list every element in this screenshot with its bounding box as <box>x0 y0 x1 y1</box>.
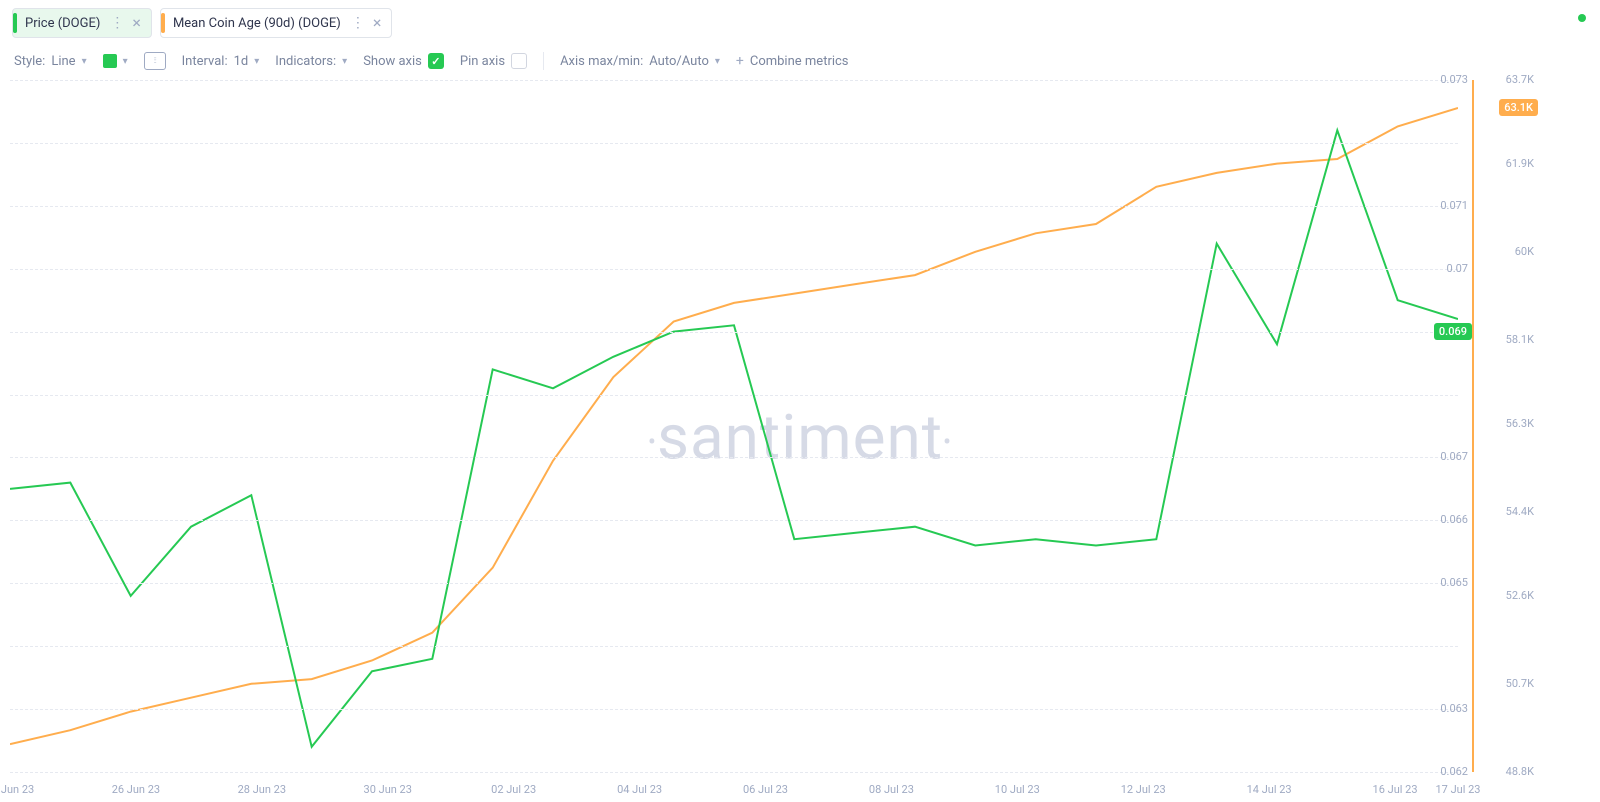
combine-label: Combine metrics <box>750 54 849 69</box>
plus-icon: + <box>736 53 744 69</box>
pin-axis-toggle[interactable]: Pin axis <box>460 53 527 69</box>
right-axis-line <box>1472 80 1474 772</box>
color-swatch <box>103 54 117 68</box>
y-right-tick: 48.8K <box>1506 765 1534 778</box>
y-right-tick: 52.6K <box>1506 589 1534 602</box>
checkbox-checked-icon <box>428 53 444 69</box>
scale-icon <box>144 52 166 70</box>
interval-selector[interactable]: Interval: 1d ▾ <box>182 54 260 69</box>
x-tick: 17 Jul 23 <box>1436 783 1481 796</box>
tag-label: Mean Coin Age (90d) (DOGE) <box>173 16 341 31</box>
tag-label: Price (DOGE) <box>25 16 100 31</box>
y-left-tick: 0.066 <box>1440 513 1468 526</box>
chart-svg <box>10 80 1458 772</box>
y-left-tick: 0.07 <box>1447 262 1468 275</box>
color-selector[interactable]: ▾ <box>103 54 128 68</box>
metric-tag-price[interactable]: Price (DOGE) ⋮ × <box>12 8 152 38</box>
interval-label: Interval: <box>182 54 228 69</box>
axis-minmax-selector[interactable]: Axis max/min: Auto/Auto ▾ <box>560 54 720 69</box>
y-left-tick: 0.065 <box>1440 576 1468 589</box>
interval-value: 1d <box>234 54 249 69</box>
y-right-tick: 50.7K <box>1506 677 1534 690</box>
y-right-tick: 63.7K <box>1506 73 1534 86</box>
status-indicator <box>1578 14 1586 22</box>
x-tick: 16 Jul 23 <box>1373 783 1418 796</box>
y-right-badge: 63.1K <box>1499 99 1538 116</box>
x-tick: 12 Jul 23 <box>1121 783 1166 796</box>
indicators-label: Indicators: <box>275 54 336 69</box>
tag-color-bar <box>13 13 17 33</box>
indicators-selector[interactable]: Indicators: ▾ <box>275 54 347 69</box>
pin-axis-label: Pin axis <box>460 54 505 69</box>
close-icon[interactable]: × <box>128 15 145 31</box>
y-right-tick: 61.9K <box>1506 157 1534 170</box>
y-left-badge: 0.069 <box>1434 323 1472 340</box>
style-selector[interactable]: Style: Line ▾ <box>14 54 87 69</box>
y-left-tick: 0.073 <box>1440 73 1468 86</box>
chart-toolbar: Style: Line ▾ ▾ Interval: 1d ▾ Indicator… <box>0 46 1600 80</box>
x-tick: 02 Jul 23 <box>491 783 536 796</box>
metric-tags-row: Price (DOGE) ⋮ × Mean Coin Age (90d) (DO… <box>0 0 1600 46</box>
x-tick: 30 Jun 23 <box>364 783 412 796</box>
close-icon[interactable]: × <box>369 15 386 31</box>
chevron-down-icon: ▾ <box>82 56 87 67</box>
chevron-down-icon: ▾ <box>254 56 259 67</box>
x-tick: 14 Jul 23 <box>1247 783 1292 796</box>
show-axis-label: Show axis <box>363 54 422 69</box>
toolbar-separator <box>543 52 544 70</box>
axis-minmax-label: Axis max/min: <box>560 54 643 69</box>
combine-metrics-button[interactable]: + Combine metrics <box>736 53 849 69</box>
kebab-icon[interactable]: ⋮ <box>347 16 369 30</box>
chevron-down-icon: ▾ <box>342 56 347 67</box>
x-tick: 24 Jun 23 <box>0 783 34 796</box>
tag-color-bar <box>161 13 165 33</box>
x-tick: 04 Jul 23 <box>617 783 662 796</box>
y-right-tick: 58.1K <box>1506 333 1534 346</box>
x-tick: 08 Jul 23 <box>869 783 914 796</box>
y-right-tick: 54.4K <box>1506 505 1534 518</box>
y-left-tick: 0.071 <box>1440 199 1468 212</box>
kebab-icon[interactable]: ⋮ <box>106 16 128 30</box>
y-right-tick: 56.3K <box>1506 417 1534 430</box>
y-left-tick: 0.063 <box>1440 702 1468 715</box>
x-tick: 26 Jun 23 <box>112 783 160 796</box>
scale-toggle[interactable] <box>144 52 166 70</box>
x-tick: 10 Jul 23 <box>995 783 1040 796</box>
chevron-down-icon: ▾ <box>715 56 720 67</box>
axis-minmax-value: Auto/Auto <box>649 54 709 69</box>
y-left-tick: 0.067 <box>1440 450 1468 463</box>
y-right-tick: 60K <box>1515 245 1534 258</box>
style-label: Style: <box>14 54 45 69</box>
chevron-down-icon: ▾ <box>123 56 128 67</box>
y-left-tick: 0.062 <box>1440 765 1468 778</box>
x-tick: 06 Jul 23 <box>743 783 788 796</box>
metric-tag-coin-age[interactable]: Mean Coin Age (90d) (DOGE) ⋮ × <box>160 8 392 38</box>
style-value: Line <box>51 54 75 69</box>
show-axis-toggle[interactable]: Show axis <box>363 53 444 69</box>
x-tick: 28 Jun 23 <box>238 783 286 796</box>
chart-area[interactable]: •santiment• 0.0730.0710.070.0690.0670.06… <box>10 80 1590 796</box>
checkbox-unchecked-icon <box>511 53 527 69</box>
